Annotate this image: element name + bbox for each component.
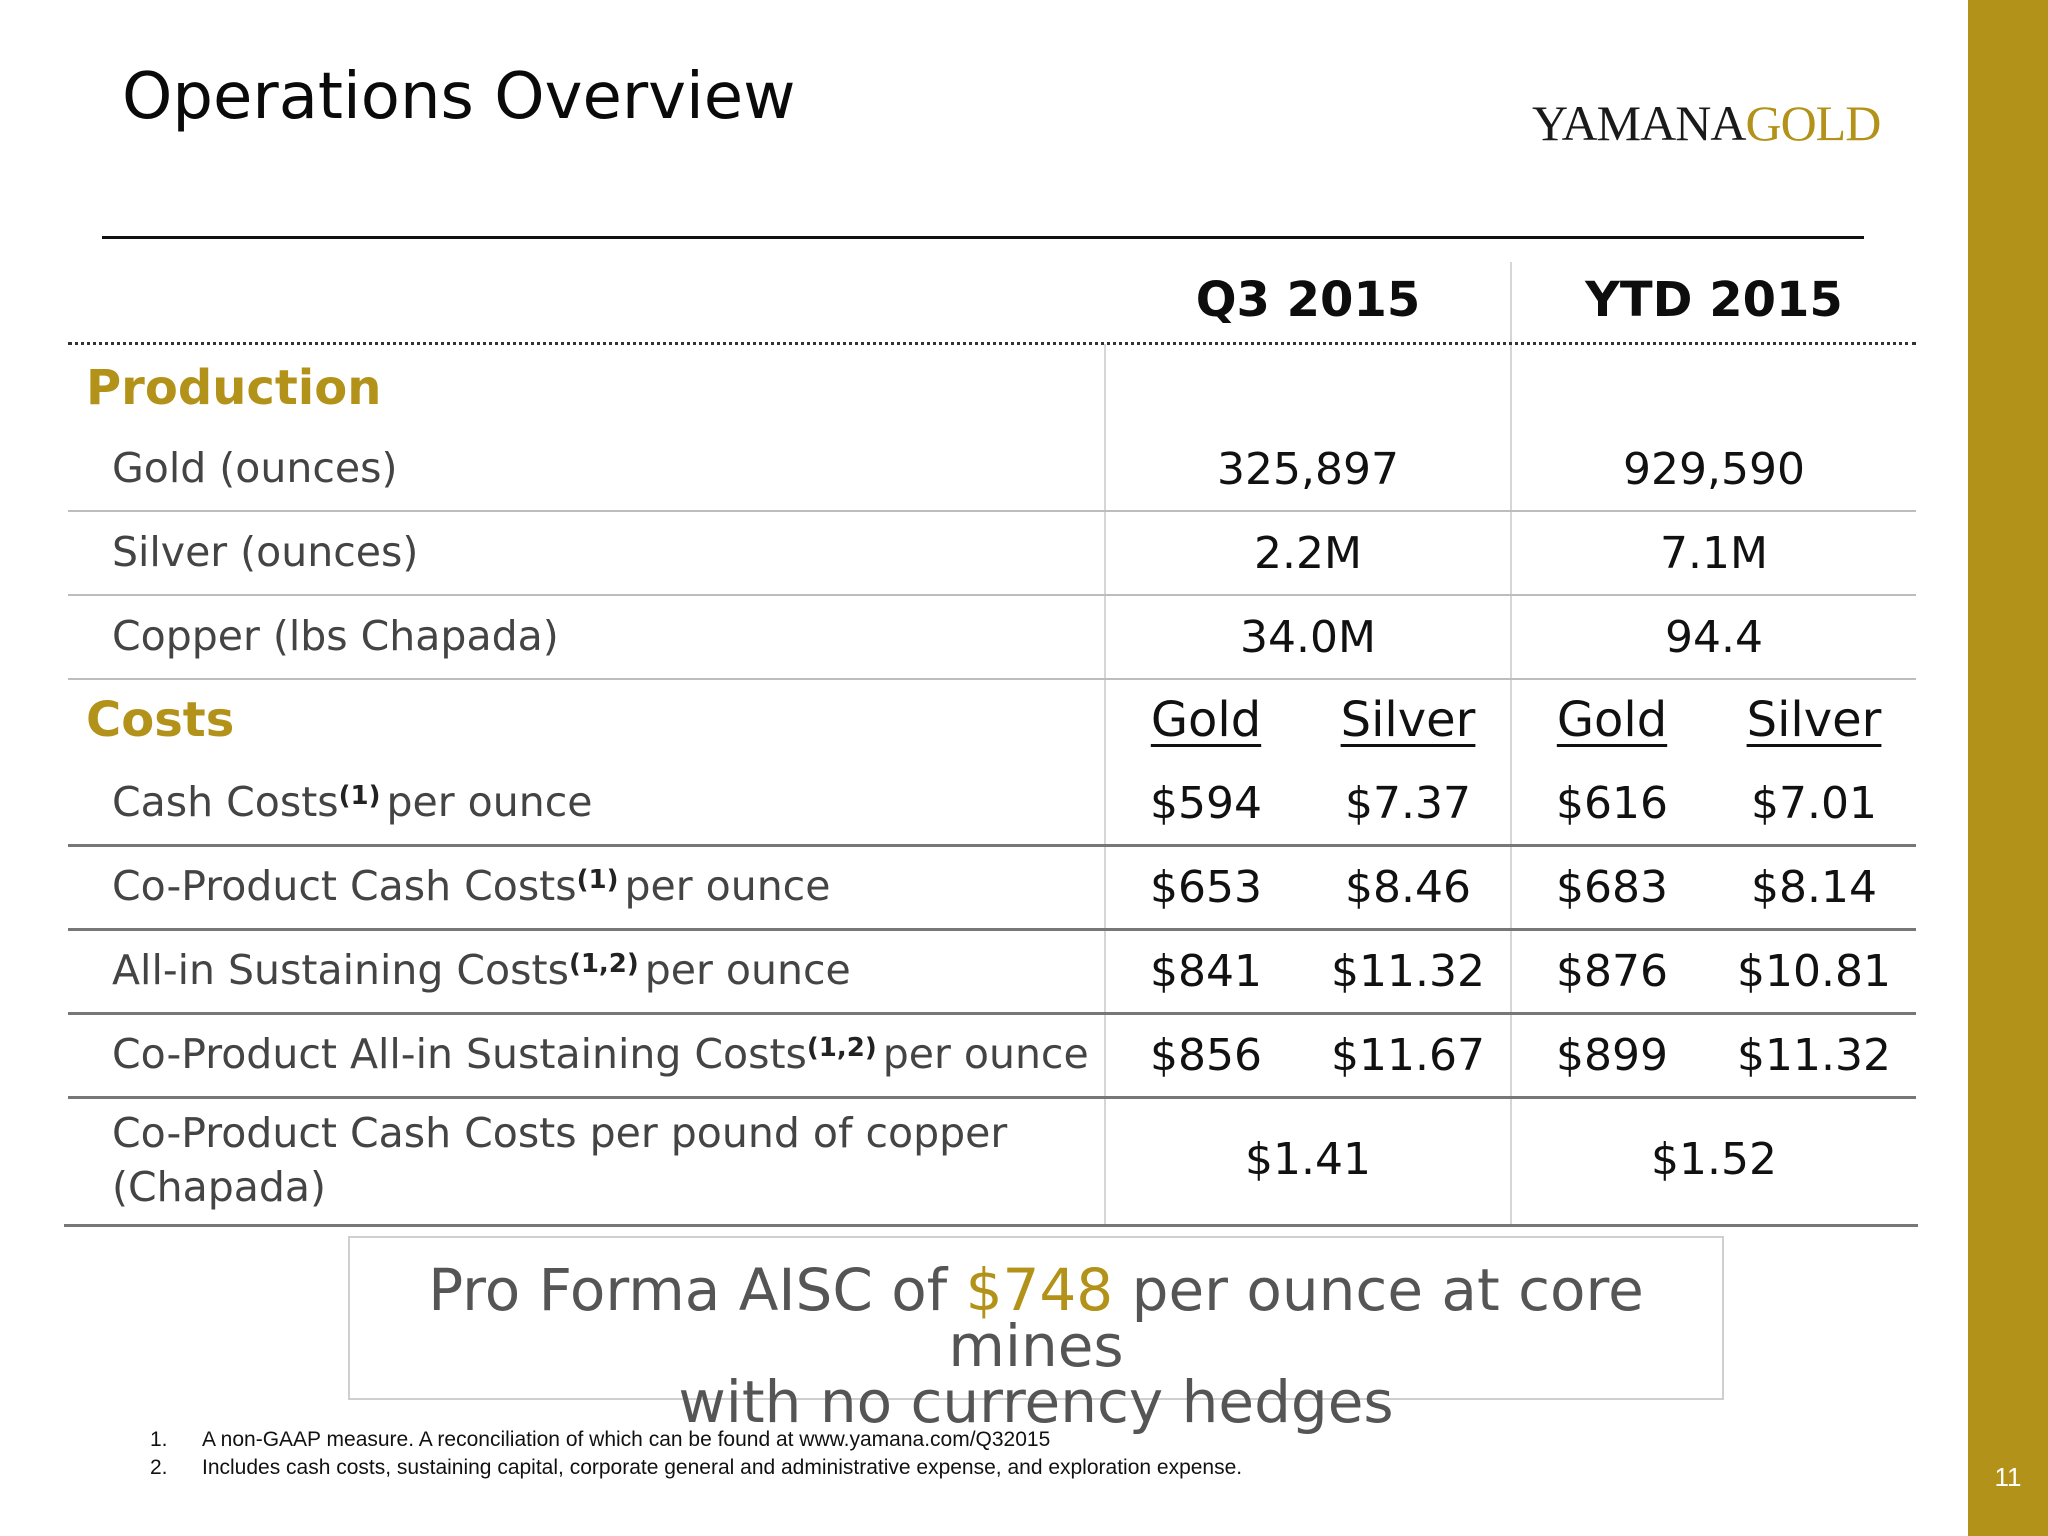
- header-divider: [1510, 262, 1512, 344]
- cell-silver-ytd: 7.1M: [1660, 528, 1768, 579]
- cell-silver-q3: 2.2M: [1254, 528, 1362, 579]
- table-bottom-rule: [64, 1224, 1918, 1227]
- cell-gold-q3: 325,897: [1217, 444, 1399, 495]
- subheader-q3-silver: Silver: [1340, 692, 1476, 748]
- callout-text: per ounce at core mines: [948, 1256, 1644, 1380]
- row-divider: [68, 1012, 1916, 1015]
- cell-copper-ytd: 94.4: [1665, 612, 1763, 663]
- callout-highlight-value: $748: [965, 1256, 1114, 1324]
- label-text: Co-Product All-in Sustaining Costs: [112, 1030, 807, 1078]
- section-production: Production: [86, 360, 382, 416]
- logo-text-yamana: YAMANA: [1532, 95, 1746, 151]
- brand-side-bar: [1968, 0, 2048, 1536]
- subheader-q3-gold: Gold: [1150, 692, 1262, 748]
- row-divider: [68, 594, 1916, 596]
- label-text: All-in Sustaining Costs: [112, 946, 569, 994]
- header-dotted-rule: [68, 342, 1916, 345]
- cell-aisc-q3-gold: $841: [1150, 946, 1262, 997]
- row-divider: [68, 510, 1916, 512]
- label-suffix: per ounce: [624, 862, 831, 910]
- cell-cpaisc-ytd-gold: $899: [1556, 1030, 1668, 1081]
- row-label-copper-cost: Co-Product Cash Costs per pound of coppe…: [112, 1109, 1008, 1211]
- row-label-aisc: All-in Sustaining Costs(1,2) per ounce: [112, 946, 851, 994]
- row-label-cash-costs: Cash Costs(1) per ounce: [112, 778, 592, 826]
- cell-cpcash-ytd-gold: $683: [1556, 862, 1668, 913]
- row-label-copper: Copper (lbs Chapada): [112, 612, 559, 660]
- cell-cash-ytd-silver: $7.01: [1751, 778, 1877, 829]
- footnote-number: 2.: [150, 1456, 168, 1479]
- cell-cash-q3-silver: $7.37: [1345, 778, 1471, 829]
- logo-text-gold: GOLD: [1745, 95, 1881, 151]
- column-divider-q3: [1104, 344, 1106, 1226]
- cell-cpcash-q3-silver: $8.46: [1345, 862, 1471, 913]
- label-suffix: per ounce: [644, 946, 851, 994]
- subheader-ytd-silver: Silver: [1746, 692, 1882, 748]
- column-divider-ytd: [1510, 344, 1512, 1226]
- header-q3: Q3 2015: [1195, 272, 1421, 328]
- cell-aisc-ytd-gold: $876: [1556, 946, 1668, 997]
- footnote-ref: (1,2): [568, 949, 639, 979]
- company-logo: YAMANAGOLD: [1532, 94, 1881, 152]
- cell-cpaisc-q3-silver: $11.67: [1331, 1030, 1485, 1081]
- page-title: Operations Overview: [122, 60, 796, 134]
- label-text: Co-Product Cash Costs: [112, 862, 577, 910]
- row-label-coproduct-cash-costs: Co-Product Cash Costs(1) per ounce: [112, 862, 830, 910]
- footnote-ref: (1): [576, 865, 619, 895]
- cell-cpaisc-ytd-silver: $11.32: [1737, 1030, 1891, 1081]
- footnote-number: 1.: [150, 1428, 168, 1451]
- cell-cpcash-q3-gold: $653: [1150, 862, 1262, 913]
- cell-gold-ytd: 929,590: [1623, 444, 1805, 495]
- cell-copper-cost-q3: $1.41: [1245, 1134, 1371, 1185]
- label-suffix: per ounce: [882, 1030, 1089, 1078]
- row-label-gold-ounces: Gold (ounces): [112, 444, 398, 492]
- row-divider: [68, 844, 1916, 847]
- callout-line-2: with no currency hedges: [678, 1368, 1394, 1436]
- row-divider: [68, 678, 1916, 680]
- footnote-text: A non-GAAP measure. A reconciliation of …: [202, 1428, 1051, 1451]
- subheader-ytd-gold: Gold: [1556, 692, 1668, 748]
- row-divider: [68, 928, 1916, 931]
- header-ytd: YTD 2015: [1585, 272, 1843, 328]
- callout-text: Pro Forma AISC of: [428, 1256, 966, 1324]
- label-suffix: per ounce: [386, 778, 593, 826]
- cell-cpaisc-q3-gold: $856: [1150, 1030, 1262, 1081]
- cell-copper-cost-ytd: $1.52: [1651, 1134, 1777, 1185]
- row-label-coproduct-aisc: Co-Product All-in Sustaining Costs(1,2) p…: [112, 1030, 1089, 1078]
- row-divider: [68, 1096, 1916, 1099]
- cell-cpcash-ytd-silver: $8.14: [1751, 862, 1877, 913]
- cell-cash-q3-gold: $594: [1150, 778, 1262, 829]
- row-label-silver-ounces: Silver (ounces): [112, 528, 419, 576]
- footnote-ref: (1): [338, 781, 381, 811]
- label-text: Cash Costs: [112, 778, 339, 826]
- cell-aisc-q3-silver: $11.32: [1331, 946, 1485, 997]
- cell-copper-q3: 34.0M: [1240, 612, 1376, 663]
- title-divider: [102, 236, 1864, 239]
- cell-aisc-ytd-silver: $10.81: [1737, 946, 1891, 997]
- callout-line-1: Pro Forma AISC of $748 per ounce at core…: [350, 1261, 1722, 1375]
- section-costs: Costs: [86, 692, 235, 748]
- footnote-text: Includes cash costs, sustaining capital,…: [202, 1456, 1243, 1479]
- page-number: 11: [1994, 1462, 2022, 1492]
- aisc-callout-box: Pro Forma AISC of $748 per ounce at core…: [348, 1236, 1724, 1431]
- cell-cash-ytd-gold: $616: [1556, 778, 1668, 829]
- footnote-ref: (1,2): [806, 1033, 877, 1063]
